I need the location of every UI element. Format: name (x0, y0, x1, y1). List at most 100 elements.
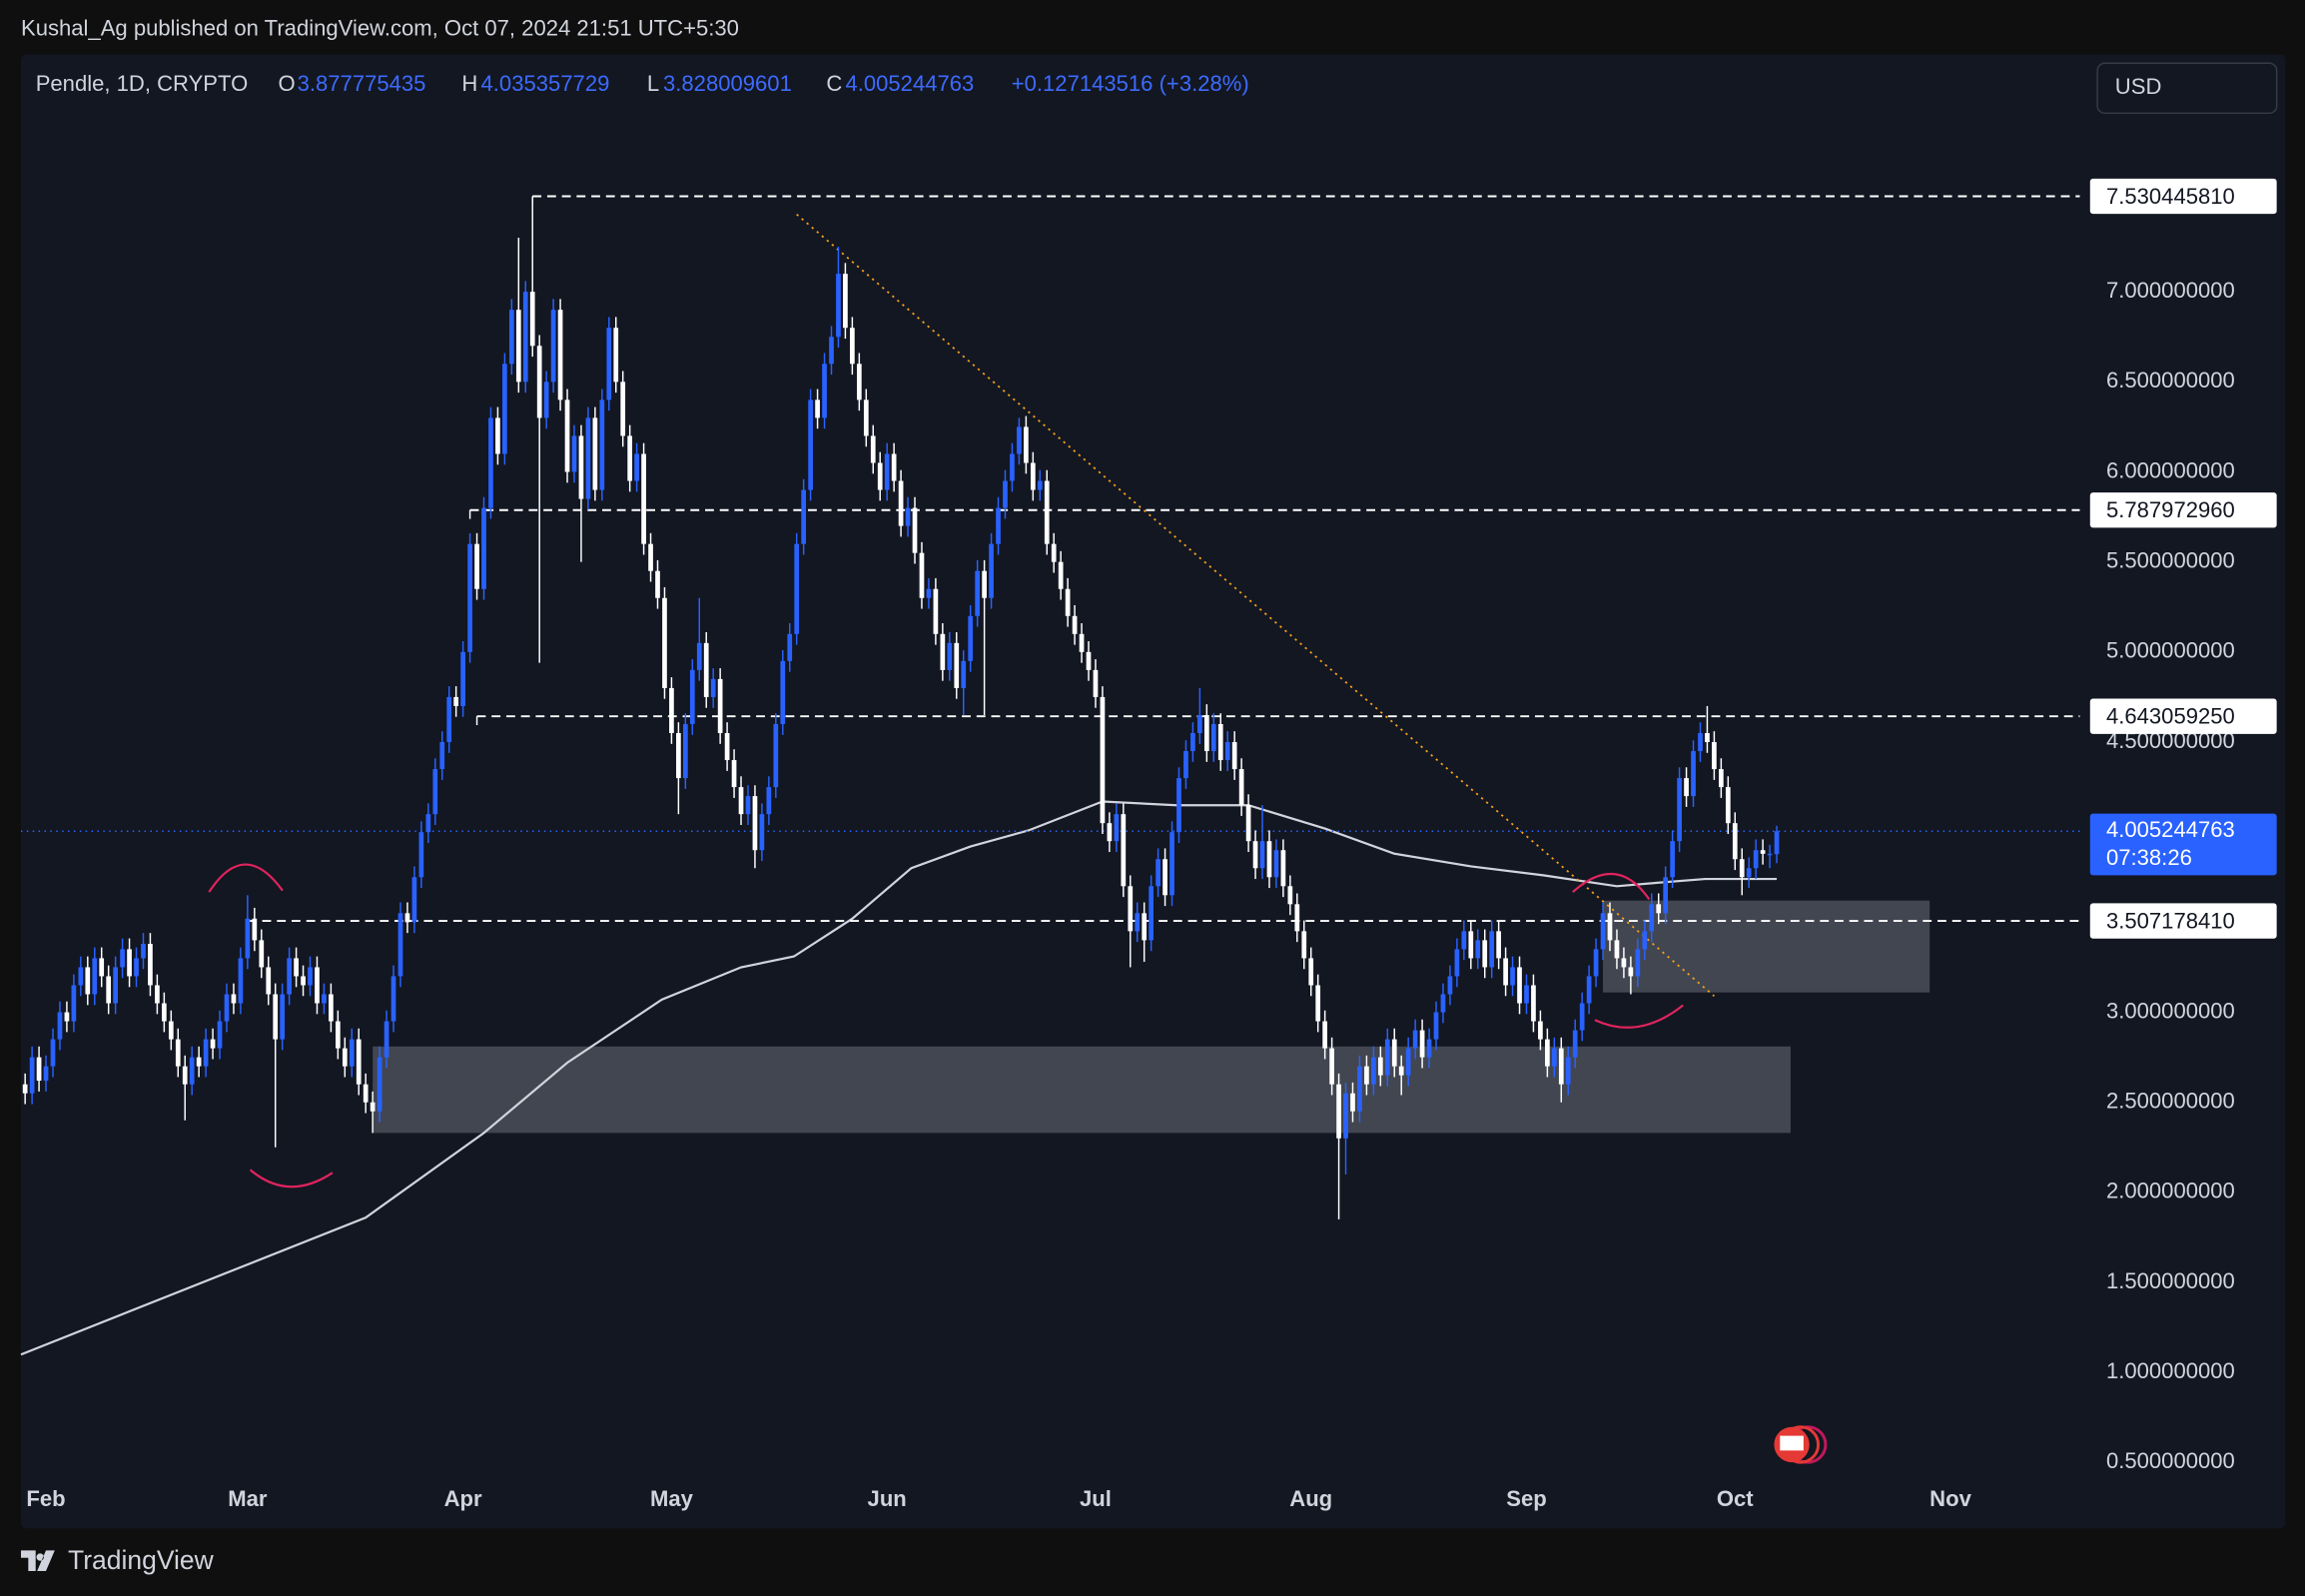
candle-body (1600, 913, 1606, 950)
y-tick-label: 6.000000000 (2106, 457, 2235, 482)
candle-body (57, 1012, 63, 1040)
candle-body (1691, 751, 1696, 797)
candle-body (1475, 940, 1481, 959)
candle-body (1545, 1039, 1550, 1067)
y-tick-label: 1.500000000 (2106, 1268, 2235, 1293)
candle-body (1565, 1057, 1571, 1085)
brand: TradingView (68, 1545, 215, 1575)
candle-body (1524, 985, 1529, 1004)
annotation-arc (1594, 1004, 1684, 1029)
candle-body (397, 913, 403, 977)
ohlc-value: 3.828009601 (663, 71, 792, 96)
candle-body (1010, 453, 1015, 481)
candle-body (676, 733, 681, 779)
candle-body (1670, 841, 1675, 878)
annotation-arc (1572, 872, 1651, 901)
candle-body (648, 543, 653, 571)
candle-body (536, 346, 542, 418)
candle-body (411, 877, 417, 923)
candle-body (22, 1084, 28, 1094)
candle-body (1224, 742, 1230, 761)
candle-body (453, 696, 459, 706)
y-tick-label: 5.500000000 (2106, 548, 2235, 573)
candle-body (870, 435, 876, 463)
candle-body (43, 1066, 49, 1082)
level-label: 5.787972960 (2106, 497, 2235, 522)
candle-body (703, 642, 709, 697)
symbol: Pendle, 1D, CRYPTO (36, 71, 249, 96)
candle-body (1767, 853, 1773, 856)
candle-body (1017, 426, 1022, 454)
candle-body (1121, 814, 1127, 887)
candle-body (467, 543, 472, 652)
candle-body (425, 814, 431, 833)
candle-body (1072, 615, 1078, 634)
candle-body (557, 310, 563, 400)
candle-body (488, 417, 493, 508)
candle-body (377, 1057, 383, 1112)
level-label-box (2089, 903, 2277, 939)
candle-body (752, 796, 758, 851)
candle-body (168, 1021, 174, 1040)
candle-body (738, 787, 744, 815)
annotations (208, 863, 1684, 1189)
candle-body (543, 382, 549, 418)
change: +0.127143516 (+3.28%) (1012, 71, 1249, 96)
candle-body (1065, 588, 1071, 616)
candle-body (592, 417, 598, 490)
candle-body (1384, 1039, 1390, 1076)
candle-body (1649, 904, 1655, 932)
candle-body (1531, 985, 1536, 1022)
candle-body (85, 967, 91, 995)
candle-body (481, 507, 486, 589)
candle-body (1128, 886, 1134, 932)
y-tick-label: 7.000000000 (2106, 278, 2235, 303)
icon-flag-stripe (1780, 1435, 1804, 1451)
candle-body (529, 292, 535, 347)
candle-body (1440, 994, 1446, 1013)
candle-body (1753, 850, 1759, 869)
x-tick-label: Aug (1289, 1486, 1332, 1511)
candle-body (634, 453, 639, 481)
candle-body (710, 678, 716, 697)
candle-body (780, 660, 786, 724)
candle-body (113, 967, 118, 1004)
candle-body (71, 985, 77, 1022)
candle-body (1642, 931, 1648, 950)
x-tick-label: Mar (228, 1486, 268, 1511)
candle-body (822, 364, 827, 418)
candle-body (390, 976, 396, 1022)
candle-body (1371, 1057, 1376, 1085)
annotation-arc (249, 1169, 334, 1189)
candle-body (1231, 742, 1237, 770)
candle-body (120, 949, 125, 968)
candle-body (50, 1039, 56, 1067)
candle-body (384, 1021, 389, 1058)
candle-body (1149, 886, 1154, 941)
candle-body (794, 543, 800, 634)
candle-body (1003, 480, 1008, 508)
price-label: 4.005244763 (2106, 817, 2235, 842)
candle-body (1503, 958, 1508, 986)
candle-body (829, 337, 834, 365)
candle-body (891, 453, 897, 481)
candle-body (1732, 823, 1738, 860)
candle-body (1315, 985, 1321, 1022)
candle-body (1551, 1048, 1557, 1067)
candle-body (1336, 1084, 1341, 1139)
candle-body (550, 310, 556, 383)
candle-body (308, 967, 313, 986)
candle-body (266, 967, 272, 995)
currency[interactable]: USD (2115, 74, 2162, 99)
countdown: 07:38:26 (2106, 845, 2192, 870)
candle-body (731, 760, 737, 788)
candle-body (1454, 949, 1460, 977)
candle-body (315, 967, 320, 1004)
level-label-box (2089, 178, 2277, 215)
currency-button[interactable] (2096, 62, 2278, 115)
candle-body (210, 1039, 216, 1049)
candle-body (1322, 1021, 1328, 1049)
candle-body (1051, 543, 1057, 562)
candle-body (1489, 931, 1495, 968)
candle-body (662, 597, 667, 688)
